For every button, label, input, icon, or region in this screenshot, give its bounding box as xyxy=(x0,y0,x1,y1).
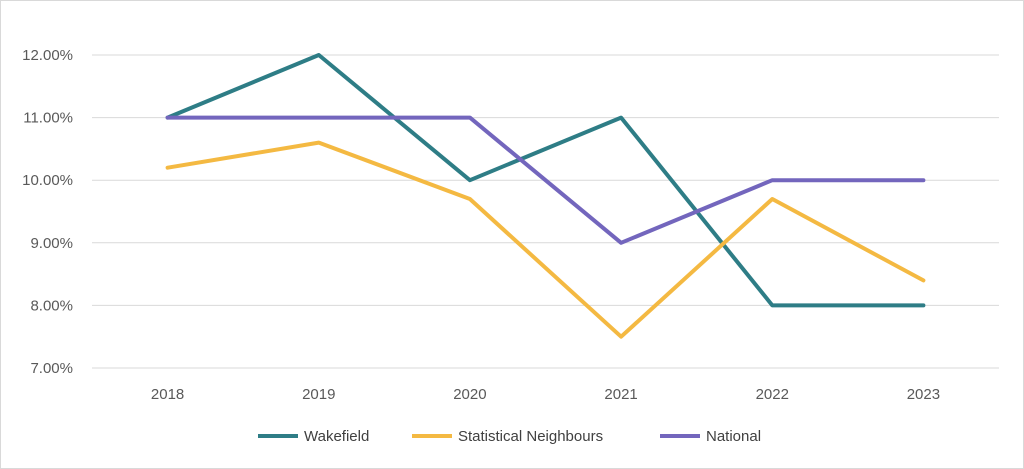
gridlines xyxy=(92,54,999,369)
x-tick-label: 2020 xyxy=(453,386,486,403)
y-tick-label: 8.00% xyxy=(30,297,73,314)
series-line-national xyxy=(165,115,926,245)
x-tick-label: 2018 xyxy=(151,386,184,403)
legend-label: Statistical Neighbours xyxy=(458,428,603,445)
x-tick-label: 2019 xyxy=(302,386,335,403)
x-tick-label: 2022 xyxy=(756,386,789,403)
y-axis-ticks: 7.00% 8.00% 9.00% 10.00% 11.00% 12.00% xyxy=(22,47,73,377)
series-line-statistical-neighbours xyxy=(165,140,926,339)
y-tick-label: 12.00% xyxy=(22,47,73,64)
y-tick-label: 7.00% xyxy=(30,360,73,377)
y-tick-label: 9.00% xyxy=(30,235,73,252)
x-tick-label: 2023 xyxy=(907,386,940,403)
legend-label: Wakefield xyxy=(304,428,369,445)
plot-series xyxy=(165,53,926,339)
y-tick-label: 11.00% xyxy=(23,110,73,127)
x-tick-label: 2021 xyxy=(604,386,637,403)
x-axis-ticks: 2018 2019 2020 2021 2022 2023 xyxy=(151,386,940,403)
legend-label: National xyxy=(706,428,761,445)
y-tick-label: 10.00% xyxy=(22,172,73,189)
legend: Wakefield Statistical Neighbours National xyxy=(258,428,761,445)
series-line-wakefield xyxy=(165,53,926,308)
